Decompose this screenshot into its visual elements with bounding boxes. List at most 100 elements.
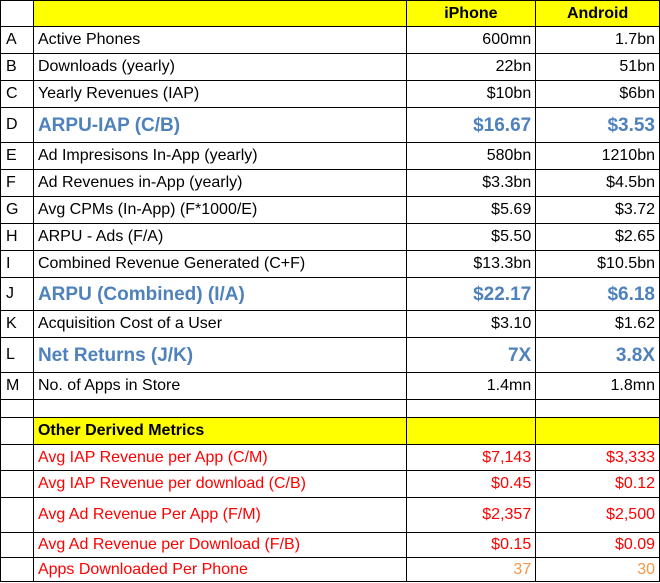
derived-iphone-value: $0.15 [405, 532, 537, 558]
derived-key-cell [0, 444, 34, 471]
row-android-value: $10.5bn [535, 250, 660, 278]
derived-android-value: $2,500 [535, 497, 660, 533]
derived-iphone-value: $0.45 [405, 470, 537, 498]
row-label-emphasis: ARPU (Combined) (I/A) [32, 277, 407, 311]
row-key: M [0, 372, 34, 400]
row-android-value: $2.65 [535, 223, 660, 251]
table-row: K Acquisition Cost of a User $3.10 $1.62 [0, 310, 660, 338]
row-label: ARPU - Ads (F/A) [32, 223, 407, 251]
row-label: Yearly Revenues (IAP) [32, 80, 407, 108]
derived-label: Avg Ad Revenue Per App (F/M) [32, 497, 407, 533]
table-row: M No. of Apps in Store 1.4mn 1.8mn [0, 372, 660, 400]
row-label-emphasis: ARPU-IAP (C/B) [32, 107, 407, 143]
table-row: D ARPU-IAP (C/B) $16.67 $3.53 [0, 107, 660, 143]
row-key: I [0, 250, 34, 278]
spacer-cell [32, 399, 407, 418]
derived-row: Avg Ad Revenue Per App (F/M) $2,357 $2,5… [0, 497, 660, 533]
derived-row: Avg Ad Revenue per Download (F/B) $0.15 … [0, 532, 660, 558]
row-iphone-value: $13.3bn [405, 250, 537, 278]
row-iphone-value: 600mn [405, 26, 537, 54]
row-iphone-value: 22bn [405, 53, 537, 81]
row-key: E [0, 142, 34, 170]
row-label: Downloads (yearly) [32, 53, 407, 81]
row-key: G [0, 196, 34, 224]
derived-iphone-value: 37 [405, 557, 537, 582]
table-row: J ARPU (Combined) (I/A) $22.17 $6.18 [0, 277, 660, 311]
row-key: K [0, 310, 34, 338]
derived-key-cell [0, 497, 34, 533]
derived-android-value: $0.12 [535, 470, 660, 498]
row-key: H [0, 223, 34, 251]
row-label: Ad Impresisons In-App (yearly) [32, 142, 407, 170]
table-row: B Downloads (yearly) 22bn 51bn [0, 53, 660, 81]
derived-header-empty [405, 417, 537, 445]
derived-header-row: Other Derived Metrics [0, 417, 660, 445]
derived-iphone-value: $7,143 [405, 444, 537, 471]
row-iphone-value-emphasis: $16.67 [405, 107, 537, 143]
row-android-value: $6bn [535, 80, 660, 108]
table-row: G Avg CPMs (In-App) (F*1000/E) $5.69 $3.… [0, 196, 660, 224]
derived-label: Avg Ad Revenue per Download (F/B) [32, 532, 407, 558]
row-iphone-value: 1.4mn [405, 372, 537, 400]
table-row: H ARPU - Ads (F/A) $5.50 $2.65 [0, 223, 660, 251]
row-android-value: 51bn [535, 53, 660, 81]
row-key: J [0, 277, 34, 311]
row-key: B [0, 53, 34, 81]
row-key: L [0, 337, 34, 373]
row-iphone-value: $5.50 [405, 223, 537, 251]
derived-android-value: $0.09 [535, 532, 660, 558]
header-label-cell [32, 0, 407, 27]
derived-key-cell [0, 557, 34, 582]
row-label-emphasis: Net Returns (J/K) [32, 337, 407, 373]
row-label: No. of Apps in Store [32, 372, 407, 400]
header-iphone: iPhone [405, 0, 537, 27]
spacer-key-cell [0, 399, 34, 418]
row-key: C [0, 80, 34, 108]
derived-row: Apps Downloaded Per Phone 37 30 [0, 557, 660, 582]
row-android-value: 1.8mn [535, 372, 660, 400]
row-iphone-value-emphasis: 7X [405, 337, 537, 373]
row-android-value: 1.7bn [535, 26, 660, 54]
row-iphone-value: $3.10 [405, 310, 537, 338]
derived-label: Avg IAP Revenue per App (C/M) [32, 444, 407, 471]
row-iphone-value: 580bn [405, 142, 537, 170]
row-key: A [0, 26, 34, 54]
row-android-value: $1.62 [535, 310, 660, 338]
derived-iphone-value: $2,357 [405, 497, 537, 533]
row-iphone-value: $5.69 [405, 196, 537, 224]
row-label: Combined Revenue Generated (C+F) [32, 250, 407, 278]
derived-key-cell [0, 470, 34, 498]
derived-key-cell [0, 532, 34, 558]
row-android-value-emphasis: $3.53 [535, 107, 660, 143]
row-label: Avg CPMs (In-App) (F*1000/E) [32, 196, 407, 224]
row-label: Ad Revenues in-App (yearly) [32, 169, 407, 197]
spacer-cell [535, 399, 660, 418]
derived-label: Apps Downloaded Per Phone [32, 557, 407, 582]
spacer-row [0, 399, 660, 418]
row-iphone-value-emphasis: $22.17 [405, 277, 537, 311]
row-iphone-value: $3.3bn [405, 169, 537, 197]
table-row: L Net Returns (J/K) 7X 3.8X [0, 337, 660, 373]
derived-row: Avg IAP Revenue per download (C/B) $0.45… [0, 470, 660, 498]
derived-android-value: $3,333 [535, 444, 660, 471]
header-key-cell [0, 0, 34, 27]
table-row: I Combined Revenue Generated (C+F) $13.3… [0, 250, 660, 278]
row-iphone-value: $10bn [405, 80, 537, 108]
derived-header-empty [535, 417, 660, 445]
derived-android-value: 30 [535, 557, 660, 582]
row-android-value-emphasis: $6.18 [535, 277, 660, 311]
row-android-value: 1210bn [535, 142, 660, 170]
derived-label: Avg IAP Revenue per download (C/B) [32, 470, 407, 498]
spacer-cell [405, 399, 537, 418]
derived-key-cell [0, 417, 34, 445]
row-key: D [0, 107, 34, 143]
table-row: C Yearly Revenues (IAP) $10bn $6bn [0, 80, 660, 108]
row-android-value: $4.5bn [535, 169, 660, 197]
row-android-value-emphasis: 3.8X [535, 337, 660, 373]
row-label: Active Phones [32, 26, 407, 54]
table-row: F Ad Revenues in-App (yearly) $3.3bn $4.… [0, 169, 660, 197]
header-row: iPhone Android [0, 0, 660, 27]
header-android: Android [535, 0, 660, 27]
table-row: A Active Phones 600mn 1.7bn [0, 26, 660, 54]
